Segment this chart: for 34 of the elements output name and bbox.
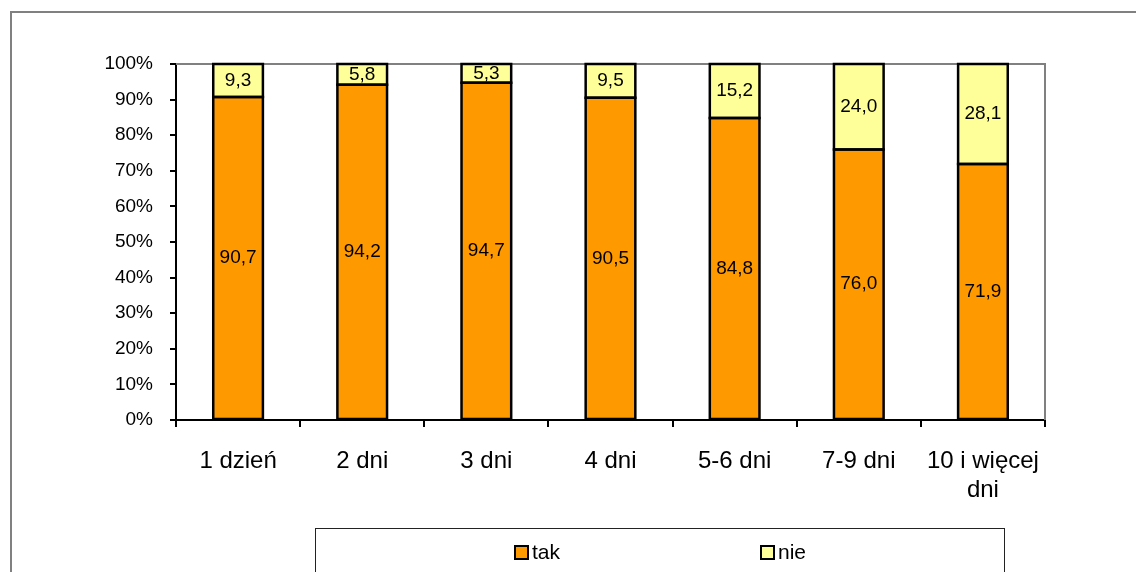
y-tick-label: 40% [114, 265, 154, 287]
y-tick-label: 70% [114, 159, 154, 181]
data-label: 76,0 [840, 272, 878, 294]
data-label: 5,8 [349, 62, 376, 84]
x-tick-label: 5-6 dni [697, 446, 772, 474]
y-tick-label: 20% [114, 337, 154, 359]
data-label: 90,5 [592, 246, 629, 268]
legend-label: tak [531, 540, 560, 564]
y-tick-label: 100% [104, 52, 154, 74]
y-tick-label: 90% [114, 87, 154, 109]
y-tick-label: 60% [114, 194, 154, 216]
data-label: 15,2 [716, 79, 754, 101]
data-label: 24,0 [840, 94, 878, 116]
y-tick-label: 0% [125, 408, 154, 430]
x-tick-label: 4 dni [584, 446, 637, 474]
data-label: 5,3 [473, 61, 500, 83]
data-label: 28,1 [964, 102, 1002, 124]
y-tick-label: 80% [114, 123, 154, 145]
x-tick-label: 10 i więcej dni [926, 446, 1039, 502]
data-label: 94,7 [467, 239, 505, 261]
data-label: 9,5 [597, 69, 624, 91]
data-label: 94,2 [343, 240, 381, 262]
data-label: 84,8 [716, 256, 754, 278]
y-tick-label: 10% [114, 372, 154, 394]
y-tick-label: 30% [114, 301, 154, 323]
x-tick-label: 1 dzień [199, 446, 277, 474]
y-tick-label: 50% [114, 230, 154, 252]
data-label: 9,3 [224, 68, 252, 90]
data-label: 71,9 [964, 279, 1002, 301]
legend-label: nie [777, 540, 807, 564]
x-tick-label: 2 dni [336, 446, 389, 474]
data-label: 90,7 [219, 246, 257, 268]
x-tick-label: 3 dni [460, 446, 513, 474]
x-tick-label: 7-9 dni [822, 446, 896, 474]
